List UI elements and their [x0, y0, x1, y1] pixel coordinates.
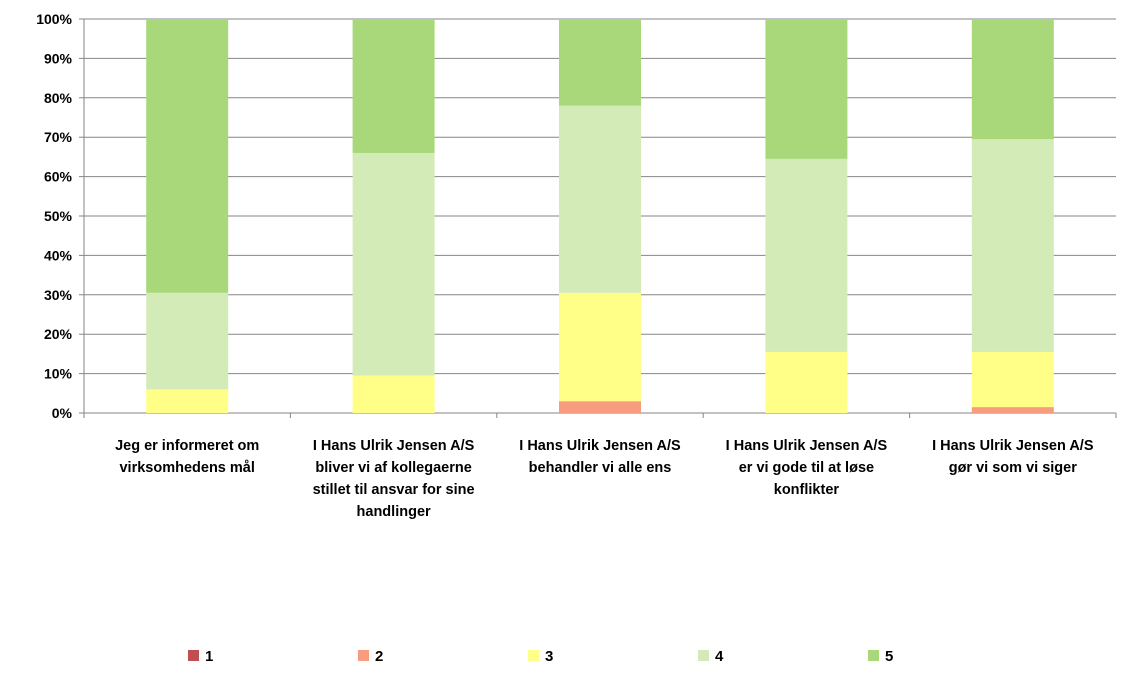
legend-label: 2 [375, 648, 383, 665]
y-tick-label: 30% [44, 287, 73, 303]
legend-label: 5 [885, 648, 893, 665]
bar-segment-series-5 [352, 19, 435, 153]
x-category-label: I Hans Ulrik Jensen A/S [726, 438, 888, 454]
y-tick-label: 100% [36, 11, 72, 27]
bar-segment-series-2 [971, 407, 1054, 413]
bar-segment-series-3 [352, 375, 435, 413]
x-category-label: behandler vi alle ens [529, 460, 672, 476]
bar-segment-series-3 [765, 351, 848, 413]
legend-label: 1 [205, 648, 213, 665]
bar-segment-series-5 [765, 19, 848, 159]
x-category-label: gør vi som vi siger [949, 460, 1077, 476]
legend-swatch-series-2 [358, 650, 369, 661]
legend-label: 4 [715, 648, 724, 665]
legend-swatch-series-3 [528, 650, 539, 661]
legend-swatch-series-4 [698, 650, 709, 661]
y-tick-label: 50% [44, 208, 73, 224]
bar-segment-series-3 [971, 351, 1054, 408]
y-tick-label: 0% [52, 405, 73, 421]
x-category-label: handlinger [357, 504, 431, 520]
legend-label: 3 [545, 648, 553, 665]
x-category-label: konflikter [774, 482, 840, 498]
bar-segment-series-3 [559, 292, 641, 402]
x-category-label: I Hans Ulrik Jensen A/S [519, 438, 681, 454]
bar-segment-series-3 [146, 389, 229, 413]
x-category-label: virksomhedens mål [119, 460, 254, 476]
y-tick-label: 40% [44, 247, 73, 263]
legend-swatch-series-1 [188, 650, 199, 661]
legend-swatch-series-5 [868, 650, 879, 661]
x-category-label: Jeg er informeret om [115, 438, 259, 454]
y-tick-label: 90% [44, 50, 73, 66]
bar-segment-series-4 [146, 292, 229, 390]
bar-segment-series-5 [146, 19, 229, 293]
x-category-label: er vi gode til at løse [739, 460, 874, 476]
y-tick-label: 20% [44, 326, 73, 342]
x-category-label: I Hans Ulrik Jensen A/S [932, 438, 1094, 454]
y-tick-label: 10% [44, 366, 73, 382]
x-category-label: I Hans Ulrik Jensen A/S [313, 438, 475, 454]
bar-segment-series-5 [971, 19, 1054, 140]
bar-segment-series-5 [559, 19, 641, 106]
bar-segment-series-2 [559, 401, 641, 413]
bar-segment-series-4 [559, 105, 641, 293]
x-category-label: stillet til ansvar for sine [313, 482, 475, 498]
bar-segment-series-4 [765, 158, 848, 352]
x-category-label: bliver vi af kollegaerne [315, 460, 471, 476]
bar-segment-series-4 [352, 152, 435, 376]
y-tick-label: 60% [44, 169, 73, 185]
bar-segment-series-4 [971, 139, 1054, 352]
y-tick-label: 70% [44, 129, 73, 145]
y-tick-label: 80% [44, 90, 73, 106]
